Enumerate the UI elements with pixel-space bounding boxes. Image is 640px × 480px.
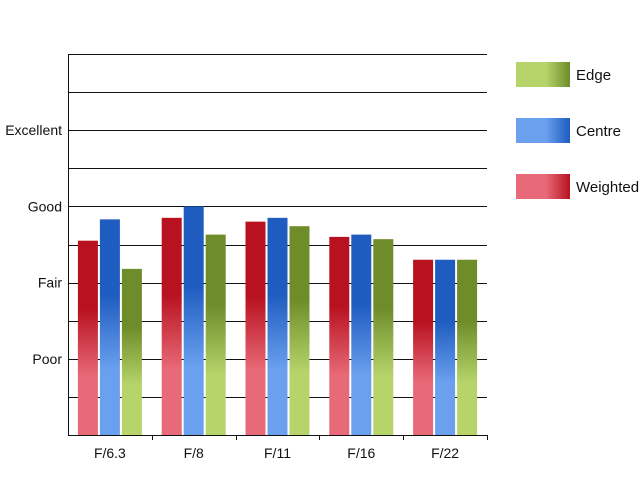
x-tick-label: F/11 — [264, 445, 291, 461]
bar-weighted-2 — [245, 221, 266, 435]
bar-edge-3 — [373, 239, 394, 435]
x-tick-label: F/16 — [347, 445, 375, 461]
legend-swatch-edge — [516, 62, 570, 87]
bar-centre-0 — [99, 219, 120, 435]
bar-edge-1 — [205, 234, 226, 435]
legend-label-weighted: Weighted — [576, 179, 639, 196]
bar-centre-1 — [183, 206, 204, 435]
bar-edge-0 — [121, 268, 142, 435]
bar-centre-2 — [267, 217, 288, 435]
axes — [68, 54, 488, 440]
x-tick-label: F/22 — [431, 445, 459, 461]
bars-group — [77, 206, 478, 435]
y-tick-labels: Poor Fair Good Excellent — [5, 122, 62, 367]
bar-weighted-1 — [161, 217, 182, 435]
bar-centre-3 — [351, 234, 372, 435]
y-tick-label: Fair — [38, 275, 62, 291]
legend: Edge Centre Weighted — [516, 62, 639, 199]
bar-edge-2 — [289, 226, 310, 435]
y-tick-label: Good — [28, 198, 62, 214]
y-tick-label: Poor — [32, 351, 62, 367]
bar-centre-4 — [435, 259, 456, 435]
legend-label-centre: Centre — [576, 123, 621, 140]
y-tick-label: Excellent — [5, 122, 62, 138]
legend-swatch-centre — [516, 118, 570, 143]
bar-weighted-0 — [77, 240, 98, 435]
x-tick-label: F/6.3 — [94, 445, 126, 461]
legend-swatch-weighted — [516, 174, 570, 199]
x-tick-label: F/8 — [184, 445, 204, 461]
bar-weighted-3 — [329, 236, 350, 435]
x-tick-labels: F/6.3 F/8 F/11 F/16 F/22 — [94, 445, 459, 461]
bar-edge-4 — [457, 259, 478, 435]
bar-weighted-4 — [413, 259, 434, 435]
legend-label-edge: Edge — [576, 67, 611, 84]
